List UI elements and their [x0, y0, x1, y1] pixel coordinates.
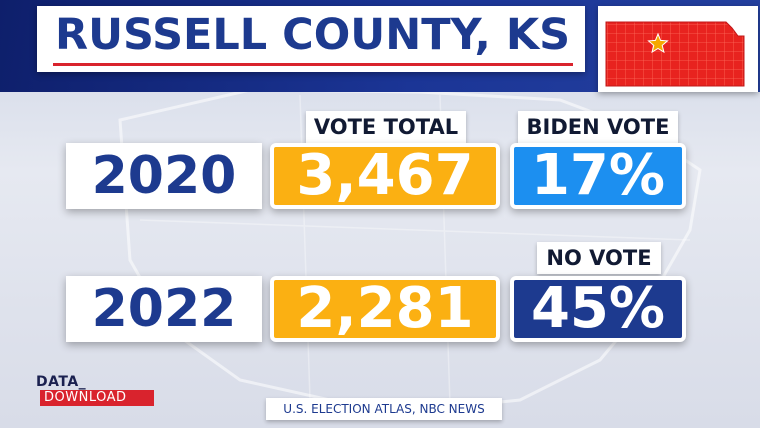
no-vote-header: NO VOTE [537, 242, 661, 274]
year-2022: 2022 [66, 276, 262, 342]
biden-vote-header: BIDEN VOTE [518, 111, 678, 143]
data-download-logo-line1: DATA_ [36, 374, 87, 390]
kansas-state-map-icon [605, 21, 745, 87]
vote-total-2020: 3,467 [270, 143, 500, 209]
biden-vote-2020: 17% [510, 143, 686, 209]
year-2020: 2020 [66, 143, 262, 209]
star-icon [647, 32, 669, 54]
page-title: RUSSELL COUNTY, KS [55, 10, 571, 60]
data-download-logo-line2: DOWNLOAD [40, 390, 154, 406]
vote-total-header: VOTE TOTAL [306, 111, 466, 143]
source-credit: U.S. ELECTION ATLAS, NBC NEWS [266, 398, 502, 420]
vote-total-2022: 2,281 [270, 276, 500, 342]
title-underline [53, 63, 573, 66]
no-vote-2022: 45% [510, 276, 686, 342]
state-map-card [598, 6, 758, 92]
title-card: RUSSELL COUNTY, KS [37, 6, 585, 72]
